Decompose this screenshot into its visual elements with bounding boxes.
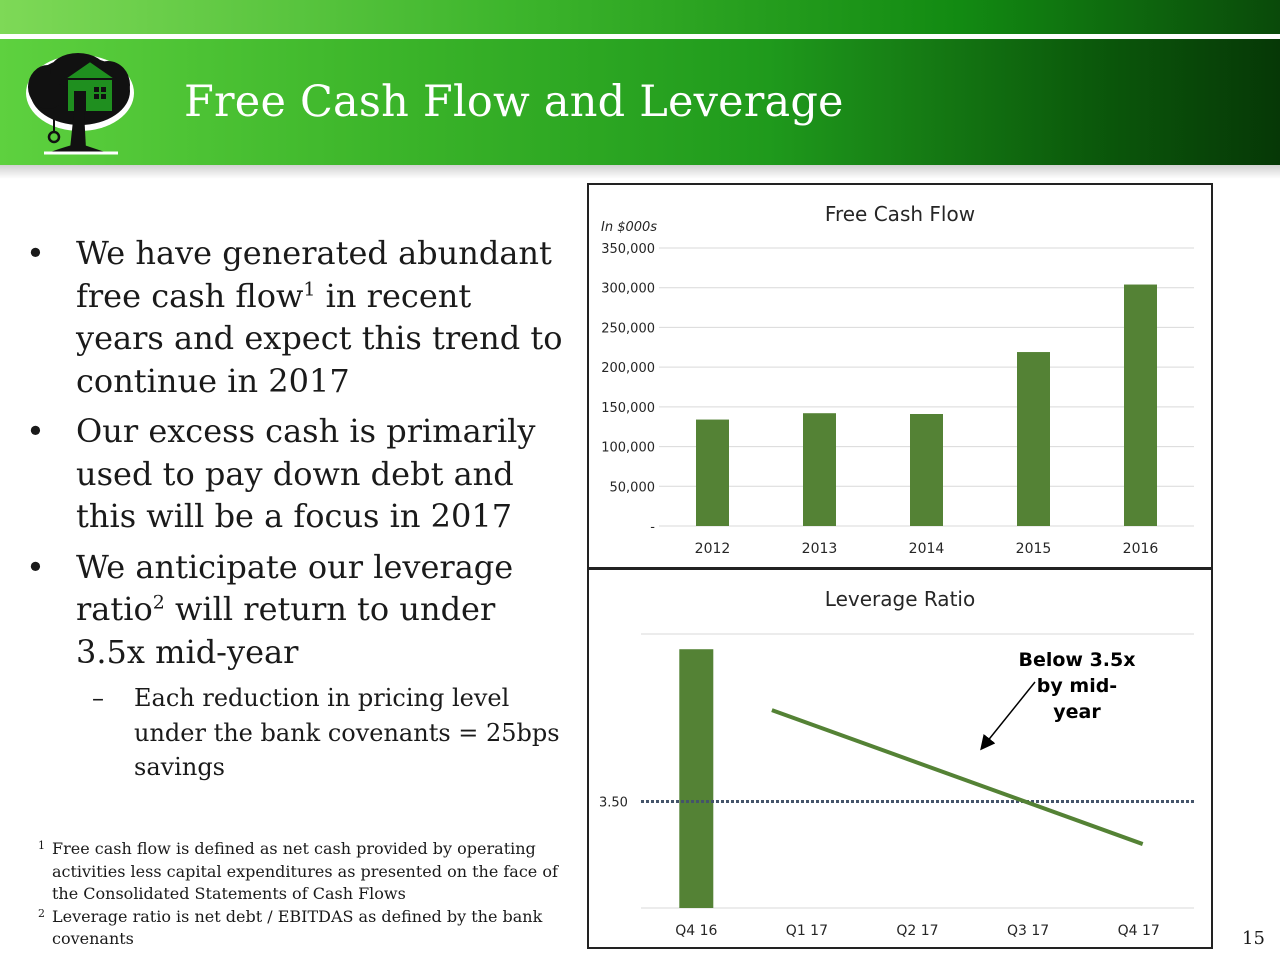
reference-label: 3.50 [599,795,628,810]
footnote-mark: 2 [38,906,45,920]
bar [679,649,714,908]
free-cash-flow-chart: Free Cash Flow In $000s - 50,000 100,000 150,… [601,202,1194,557]
y-tick-label: 150,000 [601,401,655,416]
chart-panel: Free Cash Flow In $000s - 50,000 100,000 150,… [587,183,1213,949]
footnote-text: Leverage ratio is net debt / EBITDAS as … [52,906,543,949]
bar [1017,352,1050,526]
bullet-text: Our excess cash is primarily used to pay… [76,412,536,535]
footnote: 1 Free cash flow is defined as net cash … [38,838,558,906]
x-tick-label: 2016 [1123,541,1159,557]
bullet-item: • We anticipate our leverage ratio2 will… [26,546,566,674]
footnotes: 1 Free cash flow is defined as net cash … [38,838,558,951]
chart-title: Free Cash Flow [825,202,975,226]
annotation-text: Below 3.5x by mid-year [1018,649,1135,723]
y-tick-label: 100,000 [601,441,655,456]
bar [910,414,943,526]
slide-header: Free Cash Flow and Leverage [0,39,1280,179]
bullet-list: • We have generated abundant free cash f… [26,232,566,785]
y-tick-label: 300,000 [601,282,655,297]
page-title: Free Cash Flow and Leverage [184,77,844,127]
x-tick-label: Q2 17 [896,923,938,939]
sub-bullet-marker: – [92,684,104,712]
sub-bullet-text: Each reduction in pricing level under th… [134,684,560,781]
top-band [0,0,1280,34]
footnote: 2 Leverage ratio is net debt / EBITDAS a… [38,906,558,951]
y-tick-label: 200,000 [601,361,655,376]
series-line [771,708,1144,846]
chart-title: Leverage Ratio [825,587,975,611]
footnote-text: Free cash flow is defined as net cash pr… [52,839,558,903]
annotation-line: by mid- [1037,675,1117,697]
x-tick-label: 2014 [909,541,945,557]
footnote-mark: 1 [38,839,45,852]
bullet-item: • We have generated abundant free cash f… [26,232,566,402]
bullet-text: We have generated abundant free cash flo… [76,234,563,400]
x-tick-label: 2013 [802,541,838,557]
y-tick-label: 50,000 [610,480,656,495]
bar [803,413,836,526]
sub-bullet-item: – Each reduction in pricing level under … [92,681,566,785]
y-tick-label: 350,000 [601,242,655,257]
bullet-marker: • [26,234,45,272]
bullet-marker: • [26,547,45,586]
x-tick-label: 2015 [1016,541,1052,557]
x-tick-label: Q3 17 [1007,923,1049,939]
page-number: 15 [1242,928,1265,949]
x-tick-label: 2012 [695,541,731,557]
bar [696,419,729,526]
leverage-ratio-chart: Leverage Ratio 3.50 Q4 16 Q1 17 Q2 17 Q3 17 Q4… [599,587,1194,939]
x-tick-label: Q4 16 [675,923,717,939]
bullet-text: We anticipate our leverage ratio2 will r… [76,547,514,671]
annotation-line: Below 3.5x [1018,649,1135,671]
x-tick-label: Q1 17 [786,923,828,939]
y-tick-label: 250,000 [601,321,655,336]
unit-note: In $000s [601,220,657,235]
bullet-marker: • [26,412,45,450]
annotation-line: year [1053,701,1101,723]
bar [1124,284,1157,526]
y-tick-label: - [650,520,655,535]
bullet-item: • Our excess cash is primarily used to p… [26,410,566,538]
tree-house-logo [26,53,134,155]
annotation-arrow [980,681,1036,751]
band-gap [0,34,1280,39]
x-tick-label: Q4 17 [1118,923,1160,939]
chart-divider [589,567,1211,570]
